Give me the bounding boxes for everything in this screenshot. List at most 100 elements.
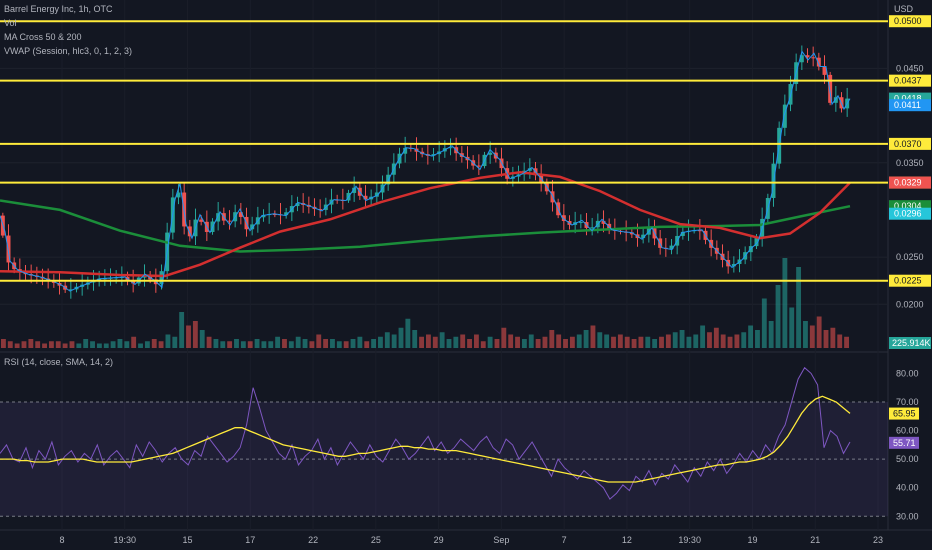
volume-bar — [138, 343, 143, 348]
volume-bar — [28, 339, 34, 348]
volume-bar — [480, 341, 486, 348]
symbol-title[interactable]: Barrel Energy Inc, 1h, OTC — [4, 4, 113, 14]
volume-bar — [192, 321, 198, 348]
candle-body — [782, 104, 787, 128]
volume-bar — [165, 334, 171, 348]
volume-bar — [768, 321, 774, 348]
candle-body — [159, 271, 164, 285]
volume-bar — [679, 330, 685, 348]
volume-bar — [775, 285, 781, 348]
rsi-label[interactable]: RSI (14, close, SMA, 14, 2) — [4, 357, 114, 367]
volume-bar — [350, 339, 356, 348]
candle-body — [176, 192, 181, 198]
volume-bar — [117, 339, 123, 348]
volume-bar — [158, 341, 164, 348]
candle-body — [488, 152, 493, 155]
volume-bar — [419, 336, 424, 348]
volume-bar — [234, 339, 239, 348]
candle-body — [799, 55, 804, 63]
rsi-tick-label: 50.00 — [896, 454, 919, 464]
volume-bar — [501, 327, 507, 348]
volume-bar — [336, 341, 342, 348]
time-tick-label: 8 — [59, 535, 64, 545]
volume-bar — [172, 336, 178, 348]
candle-body — [227, 220, 232, 222]
level-label-box — [889, 137, 931, 150]
currency-label: USD — [894, 4, 914, 14]
candle-body — [250, 224, 255, 230]
volume-bar — [535, 339, 541, 348]
price-series — [0, 45, 851, 299]
level-label: 0.0225 — [894, 276, 922, 286]
candle-body — [6, 235, 11, 263]
volume-bar — [693, 334, 699, 348]
volume-bar — [432, 336, 438, 348]
volume-bar — [569, 336, 575, 348]
volume-bar — [782, 258, 788, 348]
volume-bar — [405, 318, 411, 348]
volume-bar — [645, 336, 651, 348]
volume-bar — [549, 330, 555, 348]
price-label-box — [889, 176, 931, 189]
volume-bar — [727, 336, 733, 348]
time-tick-label: 21 — [810, 535, 820, 545]
volume-bar — [179, 312, 185, 348]
price-label-box — [889, 207, 931, 220]
volume-bar — [761, 298, 767, 348]
volume-bar — [837, 334, 843, 348]
volume-bar — [803, 321, 808, 348]
time-tick-label: 19 — [747, 535, 757, 545]
rsi-value-label: 55.71 — [893, 438, 916, 448]
vol-indicator-label[interactable]: Vol — [4, 18, 17, 28]
volume-bar — [542, 336, 548, 348]
volume-bar — [460, 334, 466, 348]
volume-label-box — [889, 337, 931, 349]
price-label: 0.0418 — [894, 94, 922, 104]
volume-bar — [707, 332, 712, 348]
volume-bar — [583, 330, 589, 348]
candle-body — [816, 57, 821, 67]
candle-body — [68, 289, 73, 291]
volume-bar — [398, 327, 404, 348]
volume-bar — [240, 341, 246, 348]
volume-bar — [330, 339, 335, 348]
candle-body — [811, 57, 816, 59]
time-tick-label: Sep — [493, 535, 509, 545]
volume-bar — [288, 341, 294, 348]
volume-bar — [631, 339, 637, 348]
rsi-value-box — [889, 436, 919, 449]
candle-body — [590, 227, 595, 229]
volume-bar — [309, 341, 315, 348]
candle-body — [272, 214, 277, 216]
candle-body — [352, 187, 357, 193]
volume-bar — [624, 336, 630, 348]
rsi-value-box — [889, 407, 919, 420]
volume-bar — [323, 339, 329, 348]
volume-bar — [131, 336, 137, 348]
volume-bar — [14, 343, 20, 348]
volume-bar — [604, 334, 610, 348]
volume-bar — [796, 267, 802, 348]
volume-bar — [686, 336, 692, 348]
price-label: 0.0296 — [894, 209, 922, 219]
level-label: 0.0500 — [894, 16, 922, 26]
volume-bar — [295, 336, 301, 348]
candle-body — [187, 226, 192, 237]
ma-cross-label[interactable]: MA Cross 50 & 200 — [4, 32, 82, 42]
level-label-box — [889, 274, 931, 287]
volume-bar — [62, 343, 68, 348]
level-label-box — [889, 15, 931, 28]
candle-body — [697, 230, 702, 232]
price-tick-label: 0.0200 — [896, 299, 924, 309]
level-label: 0.0437 — [894, 76, 922, 86]
time-tick-label: 15 — [183, 535, 193, 545]
candle-body — [476, 165, 481, 167]
volume-bar — [220, 341, 226, 348]
volume-bar — [576, 334, 582, 348]
volume-bar — [124, 341, 130, 348]
rsi-tick-label: 60.00 — [896, 426, 919, 436]
vwap-line — [0, 50, 851, 292]
vwap-label[interactable]: VWAP (Session, hlc3, 0, 1, 2, 3) — [4, 46, 133, 56]
time-tick-label: 19:30 — [678, 535, 701, 545]
